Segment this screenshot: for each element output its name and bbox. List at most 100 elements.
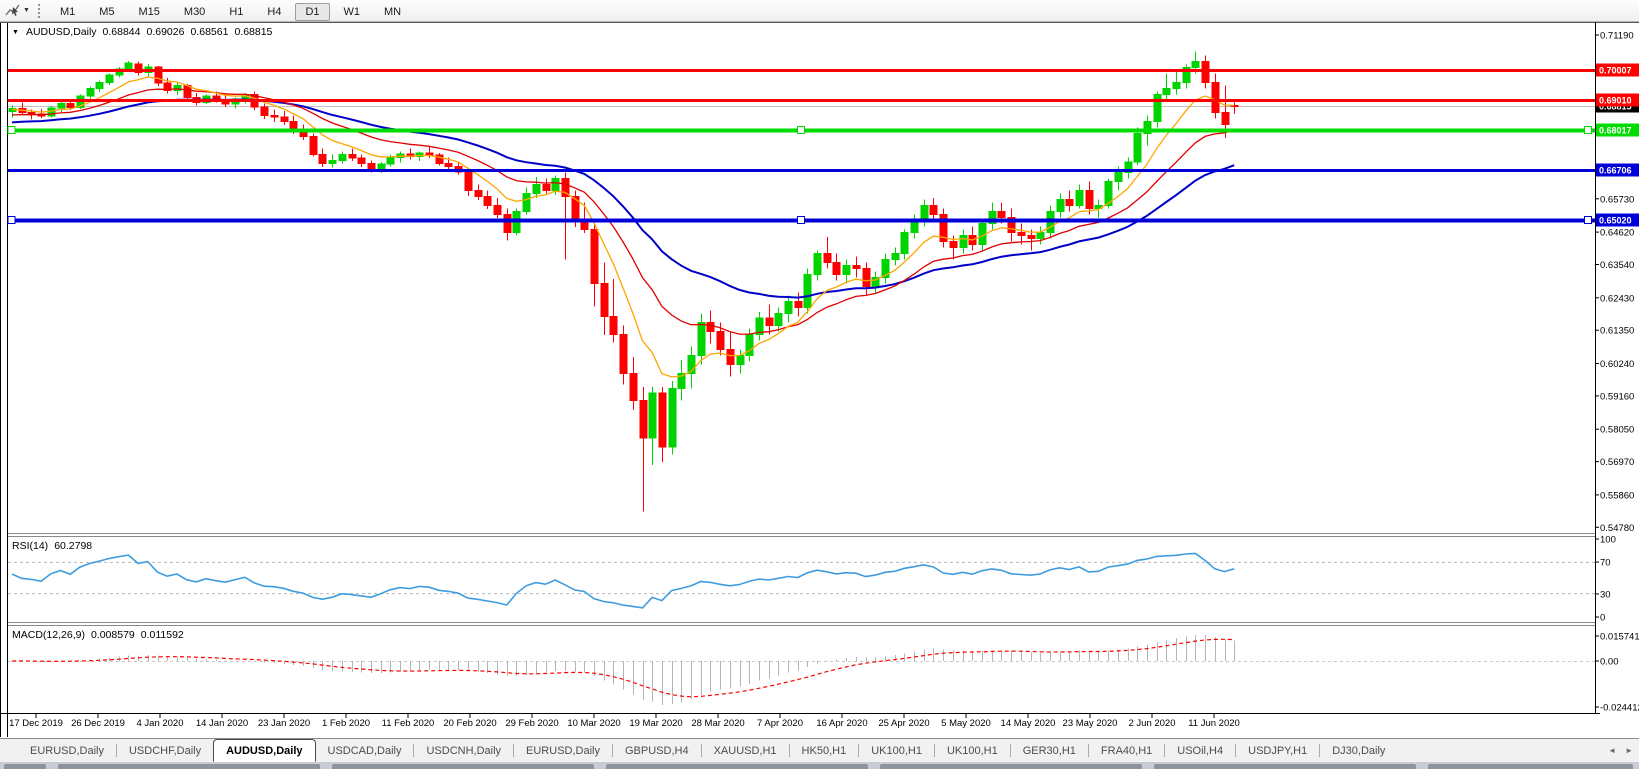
line-selection-handle[interactable] <box>796 125 806 135</box>
chart-low-value: 0.68561 <box>190 26 229 38</box>
svg-text:29 Feb 2020: 29 Feb 2020 <box>505 718 558 729</box>
svg-text:4 Jan 2020: 4 Jan 2020 <box>136 718 183 729</box>
toolbar-grip[interactable] <box>37 3 40 18</box>
svg-text:14 May 2020: 14 May 2020 <box>1001 718 1056 729</box>
chart-tab-uk100-h1[interactable]: UK100,H1 <box>871 744 922 757</box>
chart-tab-eurusd-daily[interactable]: EURUSD,Daily <box>30 744 104 757</box>
line-selection-handle[interactable] <box>1583 215 1593 225</box>
chart-tab-usdchf-daily[interactable]: USDCHF,Daily <box>128 744 202 757</box>
chart-menu-caret-icon[interactable]: ▼ <box>12 28 19 36</box>
macd-signal-value: 0.011592 <box>140 629 184 641</box>
svg-text:2 Jun 2020: 2 Jun 2020 <box>1128 718 1175 729</box>
macd-signal-line <box>12 638 1235 698</box>
svg-text:0.00: 0.00 <box>1600 657 1619 668</box>
chart-tab-audusd-daily[interactable]: AUDUSD,Daily <box>213 739 316 762</box>
horizontal-line[interactable] <box>7 125 1595 135</box>
tab-separator <box>1009 744 1011 757</box>
svg-text:0.58050: 0.58050 <box>1600 425 1634 436</box>
svg-text:5 May 2020: 5 May 2020 <box>941 718 991 729</box>
tabs-container: EURUSD,Daily USDCHF,Daily AUDUSD,Daily USDC… <box>18 739 1397 762</box>
rsi-indicator-label: RSI(14) 60.2798 <box>12 540 92 552</box>
svg-text:0: 0 <box>1600 613 1605 624</box>
svg-text:1 Feb 2020: 1 Feb 2020 <box>322 718 370 729</box>
chart-tab-usdjpy-h1[interactable]: USDJPY,H1 <box>1248 744 1308 757</box>
line-selection-handle[interactable] <box>1583 125 1593 135</box>
svg-text:0.65730: 0.65730 <box>1600 194 1634 205</box>
hline-price-badge: 0.66706 <box>1596 163 1639 177</box>
chart-tab-usoil-h4[interactable]: USOil,H4 <box>1177 744 1224 757</box>
macd-pane: 0.015741 0.00 -0.024412 <box>8 632 1639 714</box>
svg-text:7 Apr 2020: 7 Apr 2020 <box>757 718 803 729</box>
svg-text:0.61350: 0.61350 <box>1600 326 1634 337</box>
timeframe-button-m30[interactable]: M30 <box>183 5 206 18</box>
cursor-tool-icon[interactable] <box>5 3 21 18</box>
chart-tab-fra40-h1[interactable]: FRA40,H1 <box>1100 744 1153 757</box>
chart-tab-xauusd-h1[interactable]: XAUUSD,H1 <box>713 744 777 757</box>
tab-scroll-right-icon[interactable]: ► <box>1625 746 1633 755</box>
svg-text:28 Mar 2020: 28 Mar 2020 <box>691 718 744 729</box>
chart-tab-eurusd-daily[interactable]: EURUSD,Daily <box>526 744 600 757</box>
svg-text:-0.024412: -0.024412 <box>1600 703 1639 714</box>
bottom-strip-segment <box>58 764 320 769</box>
svg-text:11 Jun 2020: 11 Jun 2020 <box>1188 718 1240 729</box>
horizontal-lines-layer <box>7 69 1595 225</box>
tab-separator <box>858 744 860 757</box>
line-selection-handle[interactable] <box>7 215 16 225</box>
hline-price-badge: 0.65020 <box>1596 213 1639 227</box>
chart-close-value: 0.68815 <box>234 26 273 38</box>
timeframe-button-mn[interactable]: MN <box>384 5 402 18</box>
horizontal-line[interactable] <box>7 215 1595 225</box>
timeframe-button-h4[interactable]: H4 <box>267 5 282 18</box>
macd-main-value: 0.008579 <box>90 629 135 641</box>
tab-separator <box>413 744 415 757</box>
chart-tab-usdcad-daily[interactable]: USDCAD,Daily <box>327 744 402 757</box>
tab-separator <box>1087 744 1089 757</box>
timeframe-button-h1[interactable]: H1 <box>229 5 244 18</box>
svg-text:0.55860: 0.55860 <box>1600 490 1634 501</box>
timeframe-button-m1[interactable]: M1 <box>59 5 76 18</box>
svg-text:0.69010: 0.69010 <box>1599 96 1632 106</box>
rsi-value: 60.2798 <box>54 540 93 552</box>
svg-text:70: 70 <box>1600 558 1611 569</box>
chart-tab-dj30-daily[interactable]: DJ30,Daily <box>1332 744 1386 757</box>
svg-text:25 Apr 2020: 25 Apr 2020 <box>878 718 929 729</box>
svg-text:0.66706: 0.66706 <box>1599 166 1632 176</box>
candles-layer <box>8 51 1239 512</box>
timeframe-button-w1[interactable]: W1 <box>343 5 361 18</box>
svg-text:19 Mar 2020: 19 Mar 2020 <box>629 718 682 729</box>
chart-tab-usdcnh-daily[interactable]: USDCNH,Daily <box>426 744 502 757</box>
hline-price-badge: 0.70007 <box>1596 63 1639 77</box>
chart-tab-uk100-h1[interactable]: UK100,H1 <box>946 744 998 757</box>
line-selection-handle[interactable] <box>796 215 806 225</box>
tab-separator <box>933 744 935 757</box>
svg-text:0.62430: 0.62430 <box>1600 293 1634 304</box>
tab-scroll-left-icon[interactable]: ◄ <box>1608 746 1617 755</box>
macd-indicator-label: MACD(12,26,9) 0.008579 0.011592 <box>12 629 184 641</box>
timeframe-button-m15[interactable]: M15 <box>138 5 160 18</box>
tab-separator <box>513 744 515 757</box>
tab-separator <box>700 744 702 757</box>
chart-tab-hk50-h1[interactable]: HK50,H1 <box>801 744 847 757</box>
chart-frame <box>0 22 1639 737</box>
svg-text:20 Feb 2020: 20 Feb 2020 <box>443 718 496 729</box>
tab-separator <box>612 744 613 757</box>
timeframe-button-d1[interactable]: D1 <box>295 2 330 21</box>
dropdown-caret-icon[interactable]: ▼ <box>23 7 30 14</box>
svg-text:23 Jan 2020: 23 Jan 2020 <box>258 718 310 729</box>
svg-text:30: 30 <box>1600 590 1611 601</box>
chart-tab-ger30-h1[interactable]: GER30,H1 <box>1022 744 1076 757</box>
svg-text:0.68017: 0.68017 <box>1599 126 1632 136</box>
svg-text:0.65020: 0.65020 <box>1599 216 1632 226</box>
timeframe-button-m5[interactable]: M5 <box>99 5 115 18</box>
svg-text:14 Jan 2020: 14 Jan 2020 <box>196 718 248 729</box>
bottom-strip-segment <box>1154 764 1416 769</box>
bottom-strip-segment <box>1428 764 1633 769</box>
svg-text:0.60240: 0.60240 <box>1600 359 1634 370</box>
ma-fast-line <box>11 76 1235 378</box>
rsi-pane: 100 70 30 0 <box>8 535 1616 624</box>
chart-tab-gbpusd-h4[interactable]: GBPUSD,H4 <box>625 744 689 757</box>
svg-text:10 Mar 2020: 10 Mar 2020 <box>567 718 620 729</box>
line-selection-handle[interactable] <box>7 125 16 135</box>
rsi-line <box>11 552 1235 609</box>
